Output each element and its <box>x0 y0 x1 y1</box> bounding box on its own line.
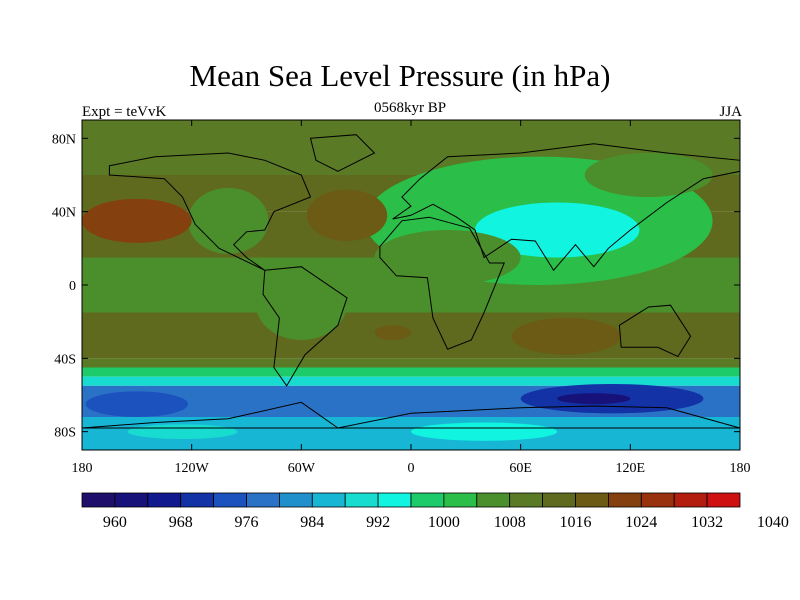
coastline <box>392 143 741 272</box>
season-label: JJA <box>719 104 742 120</box>
x-tick-label: 180 <box>730 461 751 476</box>
colorbar-swatch <box>640 492 675 508</box>
y-tick-label: 80S <box>54 426 76 441</box>
coastline <box>309 134 376 172</box>
colorbar-label: 1008 <box>494 514 526 531</box>
pressure-center <box>511 318 622 355</box>
experiment-label: Expt = teVvK <box>82 104 167 120</box>
colorbar-label: 1016 <box>560 514 592 531</box>
pressure-field <box>82 120 740 450</box>
colorbar-label: 968 <box>169 514 193 531</box>
pressure-center <box>374 230 521 285</box>
colorbar-swatch <box>180 492 214 508</box>
x-tick-label: 120E <box>616 461 646 476</box>
colorbar-swatch <box>608 492 642 508</box>
coastlines <box>81 134 741 429</box>
colorbar-swatch <box>476 492 511 508</box>
colorbar-swatch <box>344 492 379 508</box>
coastline <box>379 216 505 350</box>
colorbar: 960 968 976 984 992 1000 1008 1016 1024 1032 1040 <box>81 492 789 531</box>
colorbar-swatch <box>706 492 741 508</box>
colorbar-swatch <box>673 492 708 508</box>
x-tick-label: 180 <box>72 461 93 476</box>
colorbar-label: 960 <box>103 514 127 531</box>
colorbar-swatch <box>114 492 149 508</box>
colorbar-swatch <box>443 492 478 508</box>
y-axis: 80N 40N 0 40S 80S <box>52 132 740 441</box>
colorbar-swatch <box>81 492 116 508</box>
pressure-center <box>255 266 348 341</box>
colorbar-swatch <box>575 492 609 508</box>
colorbar-label: 1000 <box>428 514 460 531</box>
coastline <box>81 401 741 429</box>
colorbar-label: 992 <box>366 514 390 531</box>
pressure-center <box>306 189 388 241</box>
y-tick-label: 40N <box>52 206 76 221</box>
coastline <box>262 266 348 387</box>
pressure-center <box>188 187 269 254</box>
colorbar-swatch <box>410 492 445 508</box>
colorbar-label: 1040 <box>757 514 789 531</box>
x-tick-label: 0 <box>408 461 415 476</box>
colorbar-swatch <box>377 492 412 508</box>
coastline <box>618 304 692 358</box>
time-label: 0568kyr BP <box>373 100 447 116</box>
pressure-center <box>127 424 238 439</box>
colorbar-swatch <box>509 492 544 508</box>
x-tick-label: 60E <box>509 461 532 476</box>
pressure-center <box>411 422 558 441</box>
colorbar-swatch <box>147 492 182 508</box>
y-tick-label: 0 <box>69 279 76 294</box>
pressure-center <box>474 202 640 258</box>
colorbar-swatch <box>542 492 576 508</box>
colorbar-swatch <box>213 492 247 508</box>
colorbar-label: 984 <box>300 514 324 531</box>
pressure-center <box>374 325 411 340</box>
pressure-band <box>82 367 740 377</box>
pressure-band <box>82 312 740 359</box>
colorbar-label: 1032 <box>691 514 723 531</box>
colorbar-label: 1024 <box>625 514 657 531</box>
pressure-center <box>557 393 631 405</box>
colorbar-label: 976 <box>235 514 259 531</box>
coastline <box>108 152 312 271</box>
x-tick-label: 120W <box>175 461 210 476</box>
pressure-band <box>82 358 740 368</box>
x-tick-label: 60W <box>288 461 316 476</box>
map-title: Mean Sea Level Pressure (in hPa) <box>189 58 611 93</box>
pressure-band <box>82 376 740 386</box>
colorbar-swatch <box>246 492 280 508</box>
colorbar-swatch <box>278 492 313 508</box>
pressure-center <box>584 153 713 197</box>
x-axis: 180 120W 60W 0 60E 120E 180 <box>72 120 751 476</box>
y-tick-label: 40S <box>54 352 76 367</box>
pressure-center <box>82 198 192 243</box>
y-tick-label: 80N <box>52 132 76 147</box>
pressure-center <box>85 391 189 417</box>
colorbar-swatch <box>311 492 346 508</box>
